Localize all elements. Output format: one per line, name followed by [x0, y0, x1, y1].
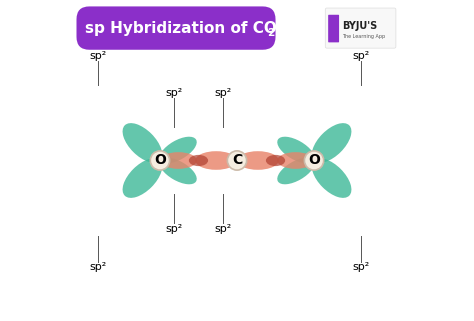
FancyBboxPatch shape: [325, 8, 396, 48]
Text: sp²: sp²: [90, 51, 107, 61]
Ellipse shape: [189, 155, 208, 166]
FancyBboxPatch shape: [76, 6, 275, 50]
Ellipse shape: [277, 152, 314, 169]
Text: sp Hybridization of CO: sp Hybridization of CO: [84, 21, 276, 36]
Text: sp²: sp²: [166, 223, 183, 234]
Ellipse shape: [195, 151, 237, 170]
Ellipse shape: [160, 152, 197, 169]
Ellipse shape: [312, 158, 351, 198]
Text: sp²: sp²: [90, 262, 107, 272]
Circle shape: [228, 151, 246, 170]
Text: sp²: sp²: [352, 262, 369, 272]
Text: The Learning App: The Learning App: [342, 34, 385, 39]
Text: sp²: sp²: [214, 223, 231, 234]
Text: C: C: [232, 153, 242, 168]
Ellipse shape: [123, 158, 162, 198]
Ellipse shape: [159, 137, 197, 163]
Text: 2: 2: [267, 28, 275, 38]
Ellipse shape: [237, 151, 279, 170]
Ellipse shape: [312, 123, 351, 163]
Ellipse shape: [266, 155, 285, 166]
Text: O: O: [154, 153, 166, 168]
Ellipse shape: [123, 123, 162, 163]
Ellipse shape: [277, 158, 315, 184]
Text: O: O: [308, 153, 320, 168]
Text: BYJU'S: BYJU'S: [342, 21, 377, 31]
Circle shape: [150, 151, 170, 170]
Text: sp²: sp²: [352, 51, 369, 61]
Text: sp²: sp²: [166, 88, 183, 98]
Ellipse shape: [277, 137, 315, 163]
Ellipse shape: [159, 158, 197, 184]
Circle shape: [304, 151, 324, 170]
FancyBboxPatch shape: [328, 15, 339, 42]
Text: sp²: sp²: [214, 88, 231, 98]
